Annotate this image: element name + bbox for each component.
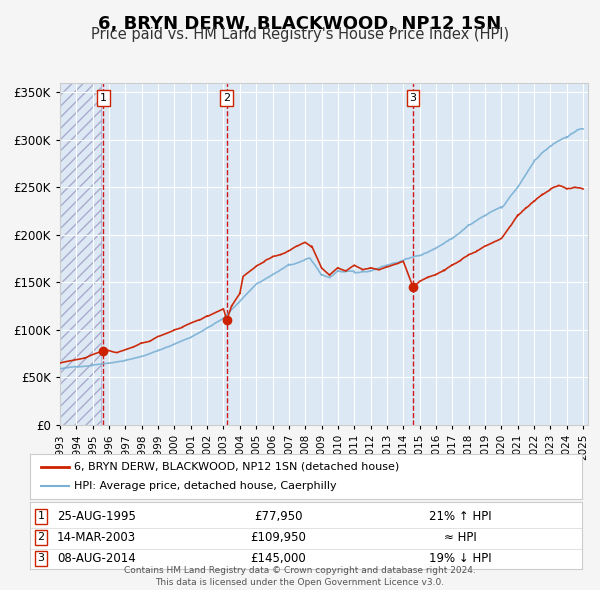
Text: ≈ HPI: ≈ HPI: [444, 531, 477, 544]
Text: 6, BRYN DERW, BLACKWOOD, NP12 1SN: 6, BRYN DERW, BLACKWOOD, NP12 1SN: [98, 15, 502, 33]
Text: £109,950: £109,950: [250, 531, 307, 544]
Text: HPI: Average price, detached house, Caerphilly: HPI: Average price, detached house, Caer…: [74, 481, 337, 491]
Bar: [60, 83, 101, 425]
Text: 19% ↓ HPI: 19% ↓ HPI: [429, 552, 492, 565]
Text: 2: 2: [37, 532, 44, 542]
Bar: [60, 83, 101, 425]
Text: Price paid vs. HM Land Registry's House Price Index (HPI): Price paid vs. HM Land Registry's House …: [91, 27, 509, 41]
Text: 6, BRYN DERW, BLACKWOOD, NP12 1SN (detached house): 6, BRYN DERW, BLACKWOOD, NP12 1SN (detac…: [74, 462, 400, 471]
Text: 3: 3: [409, 93, 416, 103]
Text: 2: 2: [223, 93, 230, 103]
Text: Contains HM Land Registry data © Crown copyright and database right 2024.
This d: Contains HM Land Registry data © Crown c…: [124, 566, 476, 587]
Text: 3: 3: [38, 553, 44, 563]
Text: 25-AUG-1995: 25-AUG-1995: [57, 510, 136, 523]
Text: £145,000: £145,000: [251, 552, 306, 565]
Text: 21% ↑ HPI: 21% ↑ HPI: [429, 510, 492, 523]
Text: 14-MAR-2003: 14-MAR-2003: [56, 531, 136, 544]
Text: 1: 1: [38, 512, 44, 522]
Text: £77,950: £77,950: [254, 510, 302, 523]
Text: 08-AUG-2014: 08-AUG-2014: [57, 552, 136, 565]
Text: 1: 1: [100, 93, 107, 103]
